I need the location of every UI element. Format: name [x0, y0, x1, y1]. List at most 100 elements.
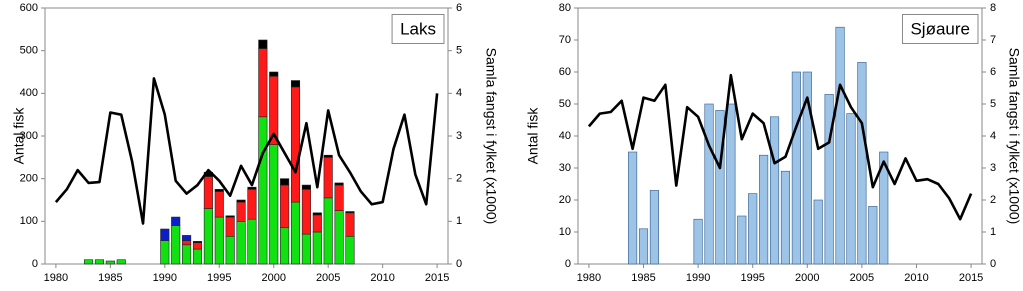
bar [269, 71, 279, 77]
annotation-box [901, 13, 979, 44]
y2-tick-label: 5 [456, 45, 462, 57]
bar [334, 210, 344, 265]
bar [312, 231, 322, 265]
y-tick-label: 50 [559, 98, 571, 110]
bar [301, 184, 311, 190]
x-tick-label: 1990 [153, 272, 177, 284]
y-tick-label: 0 [565, 258, 571, 270]
bar [247, 186, 257, 190]
x-tick-label: 1990 [686, 272, 710, 284]
x-tick-label: 2015 [425, 272, 449, 284]
bar [214, 189, 224, 192]
bar [280, 184, 290, 229]
bar [269, 144, 279, 265]
bar [323, 154, 333, 158]
y2-axis-title: Samla fangst i fylket (x1000) [1006, 48, 1022, 225]
bar [203, 176, 213, 209]
x-tick-label: 1985 [631, 272, 655, 284]
bar [84, 259, 94, 265]
annotation: Sjøaure [910, 19, 970, 38]
bar [203, 208, 213, 265]
y-tick-label: 400 [20, 87, 38, 99]
y-tick-label: 200 [20, 173, 38, 185]
bar [334, 182, 344, 186]
x-tick-label: 2010 [904, 272, 928, 284]
bar [236, 201, 246, 222]
bar [214, 216, 224, 265]
bar [214, 191, 224, 218]
bar [345, 235, 355, 265]
y-tick-label: 100 [20, 215, 38, 227]
y2-tick-label: 0 [456, 258, 462, 270]
bar [693, 218, 703, 265]
plot-area [577, 7, 983, 265]
y2-tick-label: 0 [990, 258, 996, 270]
bar [258, 116, 268, 265]
bar [225, 235, 235, 265]
bar [290, 201, 301, 265]
bar [182, 240, 192, 246]
y2-tick-label: 6 [990, 66, 996, 78]
bar [846, 113, 856, 265]
y-tick-label: 30 [559, 162, 571, 174]
bar [791, 71, 801, 265]
y2-tick-label: 4 [456, 87, 462, 99]
bar [334, 184, 344, 211]
bar [879, 151, 889, 265]
bar [759, 154, 769, 265]
bar [182, 235, 192, 241]
bar [192, 248, 203, 265]
y-tick-label: 10 [559, 226, 571, 238]
y2-tick-label: 1 [456, 215, 462, 227]
bar [748, 193, 758, 265]
x-tick-label: 1995 [740, 272, 764, 284]
bar [802, 71, 812, 265]
bar [628, 151, 638, 265]
bar [94, 259, 105, 265]
x-tick-label: 1995 [207, 272, 231, 284]
bar [769, 116, 780, 265]
line [587, 73, 973, 221]
bar [301, 189, 311, 235]
x-tick-label: 2000 [261, 272, 285, 284]
x-tick-label: 1980 [44, 272, 68, 284]
annotation-box [391, 13, 445, 44]
y-tick-label: 70 [559, 34, 571, 46]
bar [116, 259, 126, 265]
bar [171, 216, 181, 226]
bar [225, 215, 235, 218]
bar [160, 228, 170, 241]
x-tick-label: 1980 [577, 272, 601, 284]
y-tick-label: 60 [559, 66, 571, 78]
bar [323, 157, 333, 199]
plot-area [44, 7, 449, 265]
y2-tick-label: 4 [990, 130, 996, 142]
y2-tick-label: 2 [990, 194, 996, 206]
bar [312, 214, 322, 233]
bar [824, 94, 834, 265]
bar [247, 189, 257, 220]
bar [171, 225, 181, 265]
x-tick-label: 2010 [370, 272, 394, 284]
bar [301, 233, 311, 265]
y2-tick-label: 3 [990, 162, 996, 174]
x-tick-label: 2000 [795, 272, 819, 284]
y-tick-label: 80 [559, 2, 571, 14]
x-tick-label: 2015 [959, 272, 983, 284]
bar [638, 228, 649, 265]
bar [780, 170, 791, 265]
bar [290, 86, 301, 203]
bar [345, 211, 355, 214]
y2-tick-label: 5 [990, 98, 996, 110]
bar [649, 190, 659, 265]
bar [280, 178, 290, 186]
bar [726, 103, 736, 265]
bar [290, 80, 301, 88]
bar [258, 39, 268, 49]
bar [280, 227, 290, 265]
y2-tick-label: 1 [990, 226, 996, 238]
y2-tick-label: 7 [990, 34, 996, 46]
bar [236, 199, 246, 203]
x-tick-label: 2005 [316, 272, 340, 284]
